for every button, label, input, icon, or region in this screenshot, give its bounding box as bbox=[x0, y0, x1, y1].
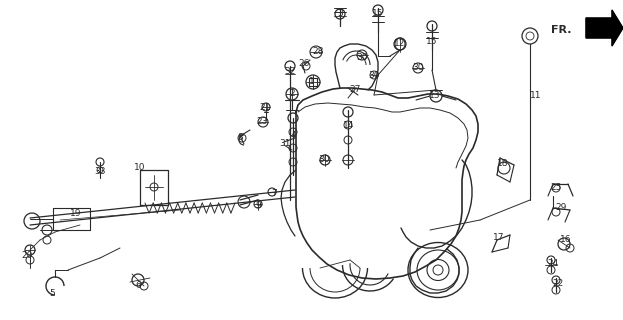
Text: 5: 5 bbox=[49, 289, 55, 298]
Text: 30: 30 bbox=[412, 63, 424, 73]
Text: 30: 30 bbox=[356, 53, 368, 62]
Text: 31: 31 bbox=[279, 139, 291, 148]
Text: 24: 24 bbox=[548, 260, 559, 268]
Text: 17: 17 bbox=[493, 234, 505, 243]
Text: 15: 15 bbox=[426, 37, 438, 46]
Text: 3: 3 bbox=[337, 10, 343, 19]
Text: 11: 11 bbox=[530, 91, 542, 100]
Text: 30: 30 bbox=[318, 156, 330, 164]
Text: 7: 7 bbox=[271, 188, 277, 197]
Text: 27: 27 bbox=[350, 85, 361, 94]
Text: 15: 15 bbox=[373, 10, 384, 19]
Text: 30: 30 bbox=[368, 70, 380, 79]
Text: 14: 14 bbox=[343, 122, 354, 131]
Text: 9: 9 bbox=[255, 201, 261, 210]
Text: 2: 2 bbox=[289, 90, 295, 99]
Text: 23: 23 bbox=[256, 117, 268, 126]
Text: 6: 6 bbox=[135, 281, 141, 290]
Text: 19: 19 bbox=[70, 209, 82, 218]
Text: 22: 22 bbox=[553, 279, 564, 289]
Text: 12: 12 bbox=[394, 39, 406, 49]
Text: 28: 28 bbox=[312, 47, 324, 57]
Text: 8: 8 bbox=[237, 133, 243, 142]
Text: 10: 10 bbox=[134, 164, 146, 172]
Text: FR.: FR. bbox=[551, 25, 572, 35]
Text: 21: 21 bbox=[259, 102, 270, 111]
Text: 18: 18 bbox=[497, 158, 509, 167]
Text: 26: 26 bbox=[298, 59, 310, 68]
Text: 16: 16 bbox=[560, 236, 572, 244]
Polygon shape bbox=[586, 10, 623, 46]
Text: 4: 4 bbox=[290, 132, 296, 140]
Text: 20: 20 bbox=[21, 251, 32, 260]
Text: 29: 29 bbox=[555, 204, 567, 212]
Text: 25: 25 bbox=[550, 183, 562, 193]
Text: 32: 32 bbox=[284, 68, 296, 76]
Text: 13: 13 bbox=[429, 91, 440, 100]
Text: 1: 1 bbox=[309, 77, 315, 86]
Text: 33: 33 bbox=[94, 166, 106, 175]
